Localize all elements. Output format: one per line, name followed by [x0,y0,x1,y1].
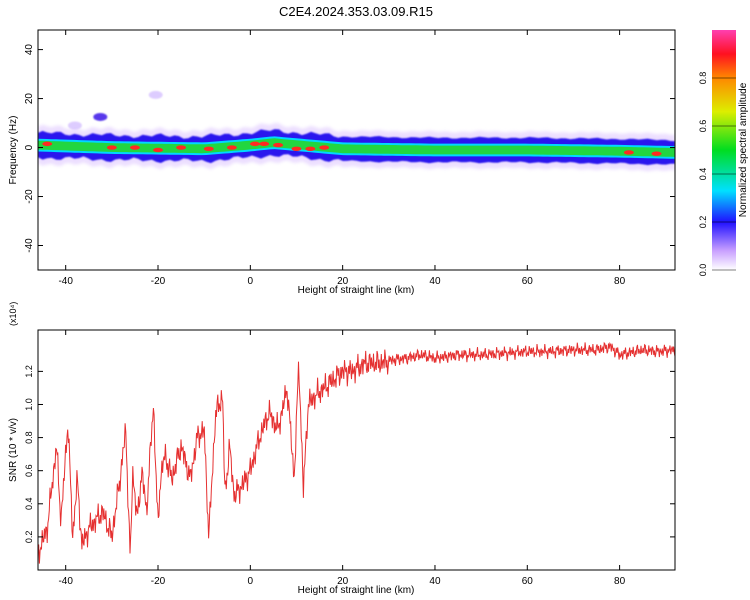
snr-ytick-label: 0.8 [24,431,34,444]
snr-xtick-label: 60 [522,576,534,587]
snr-ytick-label: 0.4 [24,498,34,511]
snr-xtick-label: 20 [337,576,349,587]
colorbar: 0.0 0.2 0.4 0.6 0.8 Normalized spectral ampl… [698,30,749,276]
spectral-peak [153,147,164,153]
spectral-peak [273,142,284,148]
spectrogram-panel: -40 -20 0 20 40 60 80 -40 -20 0 20 40 Height of str… [8,29,676,296]
snr-xtick-label: 80 [614,576,626,587]
spectral-peak [203,146,214,151]
colorbar-label: Normalized spectral amplitude [738,82,749,217]
spectrogram-xtick-label: -20 [151,276,166,287]
snr-plot-area [38,341,675,564]
colorbar-tick-label: 0.2 [698,216,708,229]
colorbar-ticks: 0.0 0.2 0.4 0.6 0.8 [698,72,736,277]
snr-xtick-label: -20 [151,576,166,587]
spectral-peak [176,145,187,150]
spectral-blob [67,121,82,130]
spectrogram-ytick-label: 40 [24,44,35,56]
spectral-blob [148,90,163,99]
spectrogram-xtick-label: 20 [337,276,349,287]
spectral-peak [249,141,260,147]
snr-xlabel: Height of straight line (km) [298,585,415,596]
snr-multiplier: (x10⁴) [8,302,18,326]
snr-ticks: -40 -20 0 20 40 60 80 0.2 0.4 0.6 0.8 1.0 1.2 [24,330,675,587]
spectrogram-xtick-label: 40 [429,276,441,287]
snr-xtick-label: 40 [429,576,441,587]
spectrogram-plot-area [38,90,675,172]
spectrogram-ticks: -40 -20 0 20 40 60 80 -40 -20 0 20 40 [24,30,675,287]
spectrogram-ytick-label: 20 [24,93,35,105]
spectrogram-ytick-label: 0 [24,144,35,150]
snr-ytick-label: 1.2 [24,365,34,378]
colorbar-tick-label: 0.8 [698,72,708,85]
spectrogram-xtick-label: -40 [58,276,73,287]
spectrogram-ytick-label: -20 [24,189,35,204]
snr-ytick-label: 0.2 [24,531,34,544]
spectrogram-xlabel: Height of straight line (km) [298,285,415,296]
snr-ylabel: SNR (10 * v/v) [8,418,19,482]
spectral-peak [319,145,330,150]
snr-xtick-label: -40 [58,576,73,587]
colorbar-tick-label: 0.0 [698,264,708,277]
snr-xtick-label: 0 [248,576,254,587]
snr-frame [37,329,676,571]
spectrogram-xtick-label: 0 [248,276,254,287]
spectral-peak [129,145,140,150]
spectral-peak [291,146,302,151]
spectrogram-xtick-label: 60 [522,276,534,287]
spectral-peak [226,145,237,150]
spectrogram-ytick-label: -40 [24,238,35,253]
spectrogram-xtick-label: 80 [614,276,626,287]
spectral-peak [106,145,117,150]
snr-panel: -40 -20 0 20 40 60 80 0.2 0.4 0.6 0.8 1.0 1.2 Height… [8,302,676,596]
band-core [38,138,675,157]
spectral-peak [305,146,316,151]
colorbar-tick-label: 0.6 [698,120,708,133]
snr-ytick-label: 0.6 [24,464,34,477]
colorbar-gradient [712,30,736,270]
spectral-peak [259,141,270,147]
colorbar-tick-label: 0.4 [698,168,708,181]
spectral-blob [93,112,108,121]
spectral-peak [42,141,53,147]
spectral-peak [623,150,634,155]
figure-title: C2E4.2024.353.03.09.R15 [279,4,433,19]
snr-series-line [38,341,675,564]
spectral-peak [651,151,662,156]
snr-ytick-label: 1.0 [24,398,34,411]
spectrogram-frame [37,29,676,271]
spectrogram-ylabel: Frequency (Hz) [8,116,19,185]
